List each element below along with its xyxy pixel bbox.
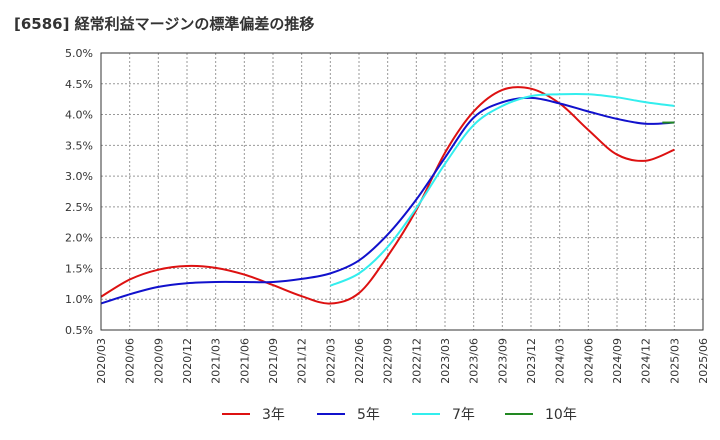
x-tick-label: 2022/09 <box>382 338 395 384</box>
x-tick-label: 2021/09 <box>267 338 280 384</box>
x-tick-label: 2022/12 <box>410 338 423 384</box>
x-tick-label: 2025/03 <box>668 338 681 384</box>
y-tick-label: 1.0% <box>65 293 93 306</box>
x-tick-label: 2020/12 <box>181 338 194 384</box>
legend-label: 5年 <box>357 407 380 423</box>
y-tick-label: 5.0% <box>65 47 93 60</box>
y-tick-label: 2.0% <box>65 232 93 245</box>
x-tick-label: 2024/03 <box>554 338 567 384</box>
series-line-5年 <box>100 96 675 305</box>
x-tick-label: 2021/06 <box>238 338 251 384</box>
x-tick-label: 2022/03 <box>324 338 337 384</box>
y-tick-label: 0.5% <box>65 324 93 337</box>
series-line-7年 <box>329 92 675 287</box>
chart-title: [6586] 経常利益マージンの標準偏差の推移 <box>14 15 315 33</box>
x-tick-label: 2020/06 <box>124 338 137 384</box>
x-tick-label: 2023/09 <box>496 338 509 384</box>
x-tick-label: 2025/06 <box>697 338 710 384</box>
legend-label: 3年 <box>262 407 285 423</box>
x-tick-label: 2023/12 <box>525 338 538 384</box>
y-tick-label: 3.0% <box>65 170 93 183</box>
plot-frame <box>100 52 704 331</box>
x-tick-label: 2024/12 <box>640 338 653 384</box>
x-tick-label: 2020/03 <box>95 338 108 384</box>
y-tick-label: 3.5% <box>65 139 93 152</box>
grid-lines <box>100 52 704 331</box>
legend-label: 7年 <box>452 407 475 423</box>
y-tick-label: 1.5% <box>65 262 93 275</box>
y-tick-label: 2.5% <box>65 201 93 214</box>
legend: 3年 5年 7年 10年 <box>222 407 577 423</box>
x-tick-labels: 2020/03 2020/06 2020/09 2020/12 2021/03 2021/… <box>95 338 710 384</box>
x-tick-label: 2020/09 <box>152 338 165 384</box>
series-line-3年 <box>100 86 675 305</box>
y-tick-label: 4.5% <box>65 78 93 91</box>
x-tick-label: 2021/12 <box>296 338 309 384</box>
y-tick-labels: 0.5% 1.0% 1.5% 2.0% 2.5% 3.0% 3.5% 4.0% 4.5% 5.0% <box>65 47 93 337</box>
legend-label: 10年 <box>545 407 577 423</box>
x-tick-label: 2021/03 <box>210 338 223 384</box>
x-tick-label: 2023/03 <box>439 338 452 384</box>
x-tick-label: 2023/06 <box>468 338 481 384</box>
x-tick-label: 2024/09 <box>611 338 624 384</box>
y-tick-label: 4.0% <box>65 109 93 122</box>
series-lines <box>100 86 675 305</box>
x-tick-label: 2022/06 <box>353 338 366 384</box>
x-tick-label: 2024/06 <box>582 338 595 384</box>
